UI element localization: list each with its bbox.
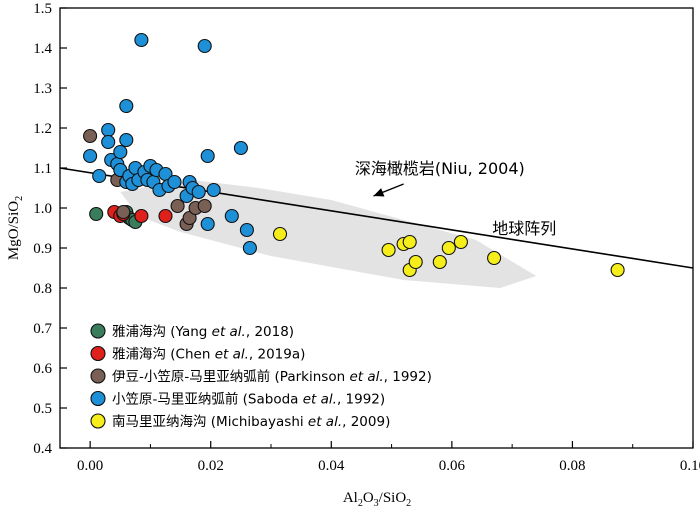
data-point bbox=[453, 234, 468, 250]
x-tick-label: 0.00 bbox=[77, 458, 103, 474]
data-point bbox=[381, 242, 396, 258]
data-point bbox=[197, 38, 212, 54]
legend-marker bbox=[90, 323, 106, 339]
data-point bbox=[101, 134, 116, 150]
series-4 bbox=[272, 226, 625, 278]
plot-frame bbox=[59, 7, 694, 449]
data-point bbox=[83, 128, 98, 144]
y-tick-label: 1.1 bbox=[33, 161, 52, 177]
data-points-layer bbox=[83, 32, 625, 278]
data-point bbox=[101, 122, 116, 138]
data-point bbox=[119, 98, 134, 114]
x-tick-label: 0.02 bbox=[198, 458, 224, 474]
y-tick-label: 1.3 bbox=[33, 81, 52, 97]
data-point bbox=[239, 222, 254, 238]
y-tick-label: 0.5 bbox=[33, 401, 52, 417]
y-tick-label: 1.4 bbox=[33, 41, 52, 57]
legend: 雅浦海沟 (Yang et al., 2018) 雅浦海沟 (Chen et al… bbox=[90, 323, 432, 430]
data-point bbox=[170, 198, 185, 214]
y-axis-title: MgO/SiO2 bbox=[6, 196, 25, 260]
legend-label: 伊豆-小笠原-马里亚纳弧前 (Parkinson et al., 1992) bbox=[112, 368, 432, 385]
data-point bbox=[113, 144, 128, 160]
data-point bbox=[167, 174, 182, 190]
data-point bbox=[432, 254, 447, 270]
y-tick-label: 1.5 bbox=[33, 1, 52, 17]
y-tick-label: 0.9 bbox=[33, 241, 52, 257]
data-point bbox=[487, 250, 502, 266]
annotation-arrow-head bbox=[373, 188, 385, 197]
data-point bbox=[134, 208, 149, 224]
data-point bbox=[610, 262, 625, 278]
data-point bbox=[441, 240, 456, 256]
x-tick-label: 0.04 bbox=[318, 458, 345, 474]
series-3 bbox=[83, 32, 257, 256]
legend-marker bbox=[90, 368, 106, 384]
y-tick-label: 1.2 bbox=[33, 121, 52, 137]
annotation-layer: 深海橄榄岩(Niu, 2004) 地球阵列 bbox=[355, 159, 556, 238]
data-point bbox=[83, 148, 98, 164]
data-point bbox=[116, 204, 131, 220]
plot-frame-layer bbox=[59, 7, 694, 449]
abyssal-peridotite-field-layer bbox=[120, 180, 537, 288]
legend-label: 雅浦海沟 (Yang et al., 2018) bbox=[112, 324, 294, 340]
y-tick-label: 0.6 bbox=[33, 361, 52, 377]
x-tick-label: 0.10 bbox=[680, 458, 700, 474]
data-point bbox=[134, 32, 149, 48]
data-point bbox=[402, 234, 417, 250]
x-tick-label: 0.06 bbox=[439, 458, 466, 474]
y-tick-label: 0.8 bbox=[33, 281, 52, 297]
data-point bbox=[408, 254, 423, 270]
data-point bbox=[200, 216, 215, 232]
data-point bbox=[224, 208, 239, 224]
data-point bbox=[158, 208, 173, 224]
abyssal-peridotite-label: 深海橄榄岩(Niu, 2004) bbox=[355, 159, 525, 178]
data-point bbox=[200, 148, 215, 164]
data-point bbox=[272, 226, 288, 242]
y-tick-label: 0.7 bbox=[33, 321, 52, 337]
legend-label: 雅浦海沟 (Chen et al., 2019a) bbox=[112, 347, 305, 363]
data-point bbox=[242, 240, 257, 256]
tick-layer: 0.00 0.02 0.04 0.06 0.08 0.10 0.4 0.5 0.6 0.7 0.8 0… bbox=[33, 1, 700, 474]
terrestrial-array-label: 地球阵列 bbox=[492, 219, 556, 238]
x-axis-title: Al2O3/SiO2 bbox=[343, 490, 411, 509]
data-point bbox=[89, 206, 104, 222]
data-point bbox=[206, 182, 221, 198]
legend-label: 小笠原-马里亚纳弧前 (Saboda et al., 1992) bbox=[112, 391, 385, 408]
data-point bbox=[92, 168, 107, 184]
y-tick-label: 0.4 bbox=[33, 441, 52, 457]
legend-marker bbox=[90, 390, 106, 407]
y-tick-label: 1.0 bbox=[33, 201, 52, 217]
data-point bbox=[119, 132, 134, 148]
data-point bbox=[233, 140, 248, 156]
legend-marker bbox=[90, 345, 106, 362]
legend-marker bbox=[90, 413, 106, 429]
x-tick-label: 0.08 bbox=[559, 458, 585, 474]
data-point bbox=[191, 184, 206, 200]
data-point bbox=[197, 198, 212, 214]
abyssal-peridotite-field bbox=[120, 180, 537, 288]
legend-label: 南马里亚纳海沟 (Michibayashi et al., 2009) bbox=[112, 414, 390, 430]
